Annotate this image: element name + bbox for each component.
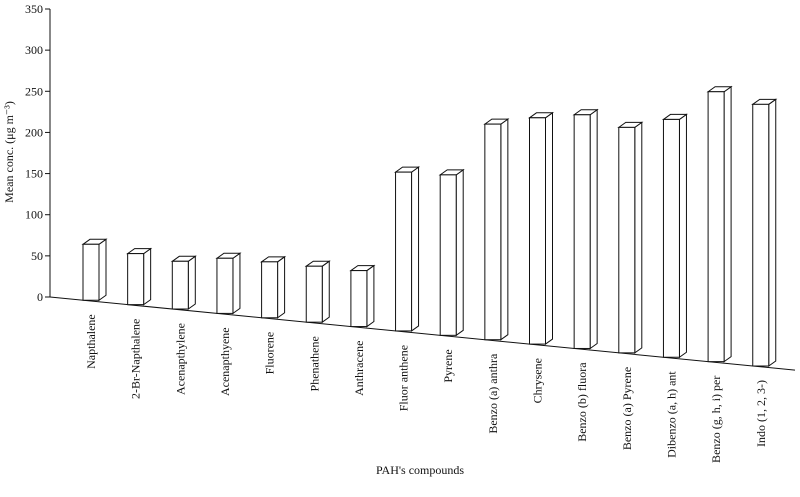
- bars: [81, 85, 778, 367]
- bar-side-face: [634, 121, 643, 354]
- y-tick-label: 350: [25, 2, 43, 16]
- bar-front-face: [618, 126, 636, 354]
- x-category-label: Benzo (b) fluora: [575, 362, 589, 442]
- bar-front-face: [529, 117, 546, 345]
- bar-front-face: [439, 174, 457, 336]
- x-category-label: Benzo (a) Pyrene: [620, 367, 634, 450]
- bar-front-face: [350, 270, 368, 328]
- bar-side-face: [366, 264, 375, 328]
- x-category-label: Fluor anthene: [397, 345, 411, 411]
- bar: [661, 113, 689, 359]
- bar: [170, 255, 197, 310]
- bar-front-face: [261, 261, 279, 319]
- bar-side-face: [98, 238, 107, 302]
- x-axis-title: PAH's compounds: [376, 463, 464, 477]
- bar-side-face: [321, 260, 330, 324]
- bar: [438, 168, 465, 337]
- bar-side-face: [232, 252, 241, 315]
- y-ticks: 0 50 100 150 200 250 300 350: [25, 2, 50, 304]
- bar-side-face: [678, 113, 687, 359]
- bar-side-face: [768, 98, 777, 367]
- bar: [751, 98, 778, 367]
- y-tick-label: 100: [25, 208, 43, 222]
- bar-front-face: [484, 123, 502, 341]
- bar: [483, 118, 510, 341]
- bar-front-face: [662, 118, 680, 358]
- x-category-label: Fluorene: [263, 332, 277, 375]
- y-tick-label: 50: [31, 249, 43, 263]
- bar-side-face: [277, 255, 286, 319]
- bar: [215, 252, 242, 315]
- bar-side-face: [187, 255, 196, 310]
- category-labels: Napthalene 2-Br-Napthalene Acenapthylene Ac…: [84, 314, 768, 463]
- bar-side-face: [455, 168, 464, 337]
- x-category-label: Acenapthyene: [218, 327, 232, 396]
- bar: [706, 85, 733, 363]
- x-category-label: Acenapthylene: [173, 323, 187, 395]
- bar: [260, 255, 287, 319]
- x-category-label: Anthracene: [352, 341, 366, 396]
- x-category-label: Chrysene: [531, 358, 545, 403]
- bar-side-face: [411, 166, 420, 332]
- bar: [527, 111, 555, 346]
- bar: [126, 247, 153, 306]
- y-tick-label: 300: [25, 43, 43, 57]
- y-tick-label: 250: [25, 84, 43, 98]
- bar-front-face: [305, 265, 323, 323]
- bar: [81, 238, 108, 302]
- y-axis-title: Mean conc. (μg m⁻³): [2, 101, 16, 203]
- y-tick-label: 150: [25, 167, 43, 181]
- bar: [617, 121, 644, 354]
- bar-side-face: [500, 118, 509, 341]
- bar-side-face: [545, 111, 553, 346]
- x-category-label: Pyrene: [441, 349, 455, 382]
- x-category-label: Napthalene: [84, 314, 98, 369]
- x-category-label: Dibenzo (a, h) ant: [664, 371, 678, 458]
- bar-front-face: [127, 253, 145, 306]
- x-category-label: 2-Br-Napthalene: [129, 319, 143, 399]
- bar: [349, 264, 376, 328]
- y-tick-label: 200: [25, 125, 43, 139]
- bar: [304, 260, 331, 324]
- bar-side-face: [589, 108, 598, 350]
- x-category-label: Benzo (a) anthra: [486, 353, 500, 434]
- bar-front-face: [216, 257, 234, 314]
- bar-side-face: [143, 247, 152, 306]
- x-category-label: Indo (1, 2, 3-): [754, 380, 768, 447]
- bar-front-face: [573, 114, 591, 349]
- bar-front-face: [395, 171, 413, 332]
- bar-front-face: [707, 91, 725, 363]
- bar: [572, 108, 599, 350]
- y-tick-label: 0: [37, 290, 43, 304]
- bar-side-face: [723, 85, 732, 363]
- bar-front-face: [752, 103, 770, 367]
- bar-front-face: [82, 243, 100, 301]
- x-category-label: Phenathene: [307, 336, 321, 391]
- bar: [393, 166, 421, 332]
- bar-front-face: [171, 260, 189, 310]
- x-category-label: Benzo (g, h, i) per: [709, 376, 723, 463]
